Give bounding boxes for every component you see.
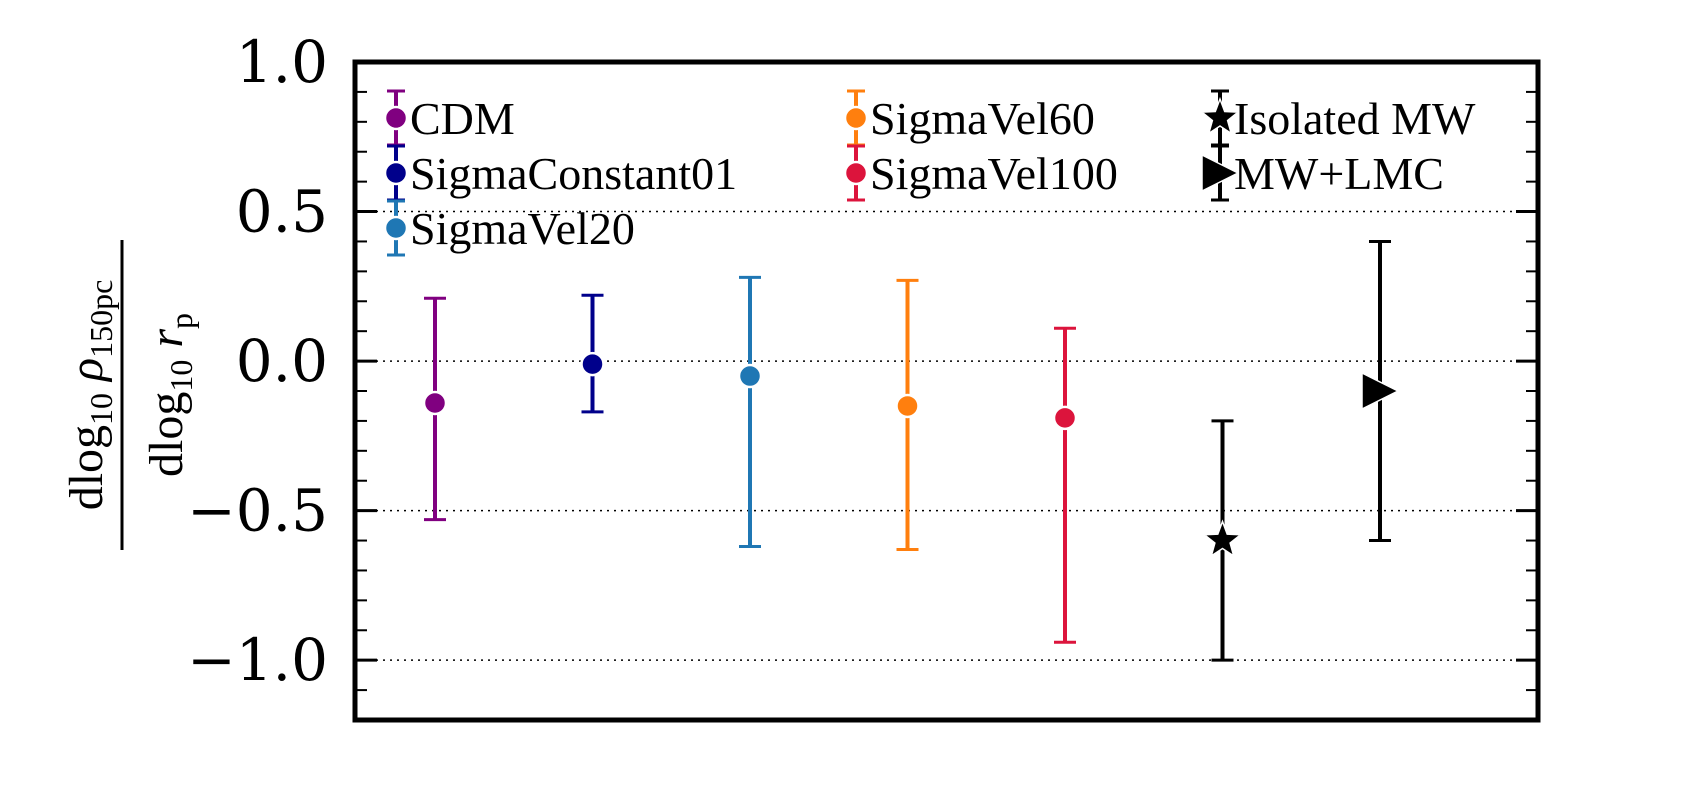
legend-label: CDM	[410, 93, 515, 144]
series-sigmavel100	[1052, 326, 1078, 644]
data-point	[383, 160, 409, 186]
series-sigmavel20	[737, 275, 763, 549]
y-label-denominator: dlog10 rp	[140, 313, 199, 477]
data-point	[383, 215, 409, 241]
data-point-triangle	[1201, 153, 1240, 193]
legend-entry: CDM	[383, 89, 515, 147]
y-tick-label: −1.0	[187, 626, 328, 694]
y-axis-label: dlog10 ρ150pc dlog10 rp	[60, 240, 199, 550]
series-isolated-mw	[1202, 419, 1243, 662]
y-label-fraction: dlog10 ρ150pc dlog10 rp	[60, 240, 199, 550]
series-sigmaconstant01	[580, 293, 605, 414]
legend-label: Isolated MW	[1234, 93, 1476, 144]
legend-label: MW+LMC	[1234, 148, 1444, 199]
data-point	[843, 160, 869, 186]
data-series	[422, 239, 1400, 662]
legend-label: SigmaVel100	[870, 148, 1118, 199]
y-tick-label: 0.0	[236, 327, 328, 395]
grid-lines	[355, 210, 1538, 661]
data-point	[1052, 405, 1078, 431]
series-mw-lmc	[1361, 239, 1400, 543]
data-point	[737, 363, 763, 389]
y-label-numerator: dlog10 ρ150pc	[60, 280, 119, 511]
legend-entry: MW+LMC	[1201, 144, 1444, 202]
y-tick-label: 0.5	[236, 178, 328, 246]
series-cdm	[422, 296, 448, 522]
data-point	[895, 393, 920, 419]
y-tick-label: 1.0	[236, 28, 328, 96]
legend-entry: SigmaVel100	[843, 144, 1118, 202]
legend-entry: SigmaVel20	[383, 199, 635, 257]
legend-entry: SigmaVel60	[843, 89, 1095, 147]
data-point-triangle	[1361, 371, 1400, 411]
data-point	[422, 390, 448, 416]
legend-entry: SigmaConstant01	[383, 144, 737, 202]
plot-frame	[352, 59, 1541, 723]
y-tick-labels: 1.0 0.5 0.0 −0.5 −1.0	[187, 28, 328, 694]
series-sigmavel60	[895, 278, 920, 552]
y-tick-label: −0.5	[187, 477, 328, 545]
legend-label: SigmaConstant01	[410, 148, 737, 199]
data-point-star	[1199, 96, 1241, 136]
legend-label: SigmaVel60	[870, 93, 1095, 144]
data-point-star	[1202, 519, 1243, 558]
data-point	[580, 351, 605, 377]
data-point	[843, 105, 869, 131]
data-point	[383, 105, 409, 131]
legend-entry: Isolated MW	[1199, 89, 1476, 147]
legend-label: SigmaVel20	[410, 203, 635, 254]
